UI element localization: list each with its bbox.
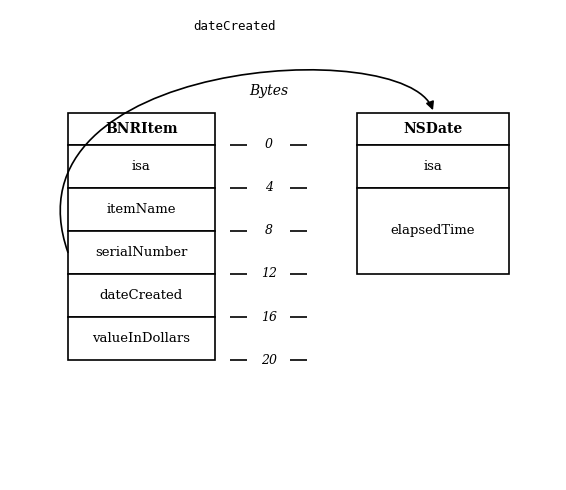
Bar [357,188,509,274]
Text: elapsedTime: elapsedTime [391,224,475,237]
Text: 12: 12 [261,268,277,280]
Text: serialNumber: serialNumber [95,246,188,259]
Bar [357,113,509,145]
Bar [68,317,215,360]
Text: Bytes: Bytes [249,84,289,98]
Text: NSDate: NSDate [404,122,462,136]
Bar [357,145,509,188]
Text: isa: isa [423,160,443,172]
Text: BNRItem: BNRItem [105,122,178,136]
Text: 4: 4 [265,181,273,194]
Text: 0: 0 [265,138,273,151]
FancyArrowPatch shape [60,70,433,252]
Text: dateCreated: dateCreated [100,289,183,302]
Bar [68,188,215,231]
Text: 16: 16 [261,311,277,323]
Text: 20: 20 [261,354,277,367]
Text: 8: 8 [265,224,273,237]
Text: isa: isa [132,160,151,172]
Bar [68,274,215,317]
Text: itemName: itemName [107,203,176,216]
Bar [68,145,215,188]
Bar [68,113,215,145]
Text: dateCreated: dateCreated [194,21,276,33]
Text: valueInDollars: valueInDollars [92,332,191,345]
Bar [68,231,215,274]
